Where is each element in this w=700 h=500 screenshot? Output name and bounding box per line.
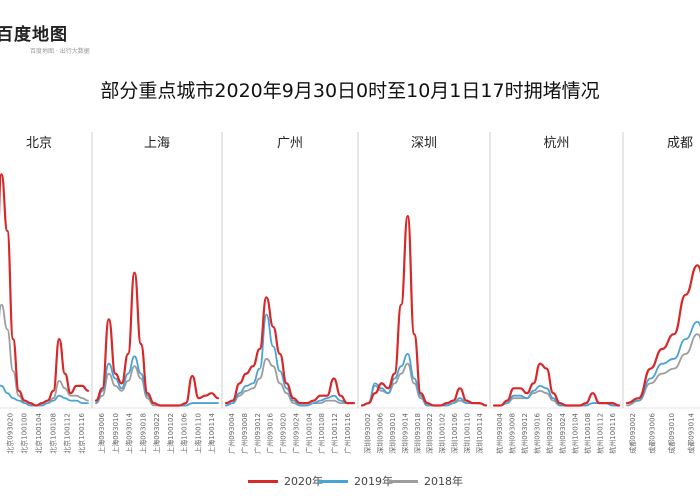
tick-label: 成都093014 [687, 412, 696, 453]
baidu-map-logo: 百度地图 百度地图 · 出行大数据 [0, 20, 116, 60]
tick-label: 深圳093002 [363, 413, 372, 454]
city-label: 杭州 [543, 136, 569, 151]
tick-label: 上海100114 [207, 412, 216, 453]
legend-item-2020年: 2020年 [248, 471, 323, 491]
tick-label: 杭州093024 [558, 412, 567, 453]
city-label: 北京 [26, 136, 52, 151]
tick-label: 杭州093004 [495, 412, 504, 453]
tick-label: 上海093010 [111, 413, 120, 454]
logo-text: 百度地图 [0, 25, 68, 45]
tick-label: 上海093006 [97, 412, 106, 453]
series-line-北京-2018年 [0, 303, 89, 407]
tick-label: 广州093004 [227, 412, 236, 453]
legend-label: 2019年 [354, 475, 393, 488]
tick-label: 上海100106 [180, 412, 189, 453]
tick-label: 广州100108 [317, 413, 326, 454]
tick-label: 广州093016 [266, 412, 275, 453]
tick-label: 广州093008 [240, 413, 249, 454]
tick-label: 上海093014 [125, 412, 134, 453]
chart-title: 部分重点城市2020年9月30日0时至10月1日17时拥堵情况 [100, 80, 600, 102]
tick-label: 上海100110 [193, 413, 202, 454]
tick-label: 深圳100114 [475, 412, 484, 453]
city-label: 成都 [667, 136, 693, 151]
tick-label: 广州093020 [279, 413, 288, 454]
series-line-广州-2018年 [225, 357, 355, 407]
tick-label: 深圳093010 [388, 413, 397, 454]
tick-label: 北京100100 [20, 413, 29, 454]
tick-label: 深圳093014 [400, 412, 409, 453]
tick-label: 杭州100112 [595, 413, 604, 454]
tick-label: 上海100102 [166, 413, 175, 454]
tick-label: 深圳093018 [413, 413, 422, 454]
tick-label: 深圳100106 [450, 412, 459, 453]
tick-label: 深圳100102 [438, 413, 447, 454]
tick-label: 杭州100116 [608, 412, 617, 453]
legend-label: 2018年 [424, 475, 463, 488]
tick-label: 杭州093016 [533, 412, 542, 453]
legend-label: 2020年 [284, 475, 323, 488]
chart-legend: 2020年 2019年 2018年 [0, 471, 700, 491]
tick-label: 北京100116 [77, 412, 86, 453]
tick-label: 广州100116 [343, 412, 352, 453]
legend-item-2018年: 2018年 [388, 471, 463, 491]
tick-label: 成都093006 [648, 412, 657, 453]
logo-tagline: 百度地图 · 出行大数据 [30, 48, 90, 55]
tick-label: 深圳093006 [375, 412, 384, 453]
tick-label: 广州100112 [330, 413, 339, 454]
series-line-深圳-2020年 [360, 215, 488, 407]
tick-label: 杭州093020 [545, 413, 554, 454]
tick-label: 北京093020 [5, 413, 14, 454]
series-line-广州-2020年 [224, 296, 356, 405]
tick-label: 成都093010 [667, 413, 676, 454]
tick-label: 北京100112 [63, 413, 72, 454]
city-label: 深圳 [411, 136, 437, 151]
city-label: 广州 [277, 136, 303, 151]
city-label: 上海 [144, 136, 170, 151]
tick-label: 深圳093022 [425, 413, 434, 454]
legend-swatch [388, 479, 418, 483]
series-line-成都-2020年 [625, 264, 700, 405]
series-line-杭州-2020年 [492, 362, 621, 407]
tick-label: 杭州093012 [520, 413, 529, 454]
series-line-上海-2020年 [94, 271, 220, 407]
tick-label: 杭州100104 [570, 412, 579, 453]
tick-label: 成都093002 [628, 413, 637, 454]
tick-label: 北京100104 [34, 412, 43, 453]
series-line-北京-2020年 [0, 173, 90, 407]
tick-label: 广州100104 [304, 412, 313, 453]
tick-label: 上海093022 [152, 413, 161, 454]
legend-item-2019年: 2019年 [318, 471, 393, 491]
series-line-成都-2018年 [626, 333, 700, 407]
tick-label: 上海093018 [138, 413, 147, 454]
tick-label: 北京100108 [48, 413, 57, 454]
tick-label: 杭州100108 [583, 413, 592, 454]
legend-swatch [248, 479, 278, 483]
tick-label: 广州093012 [253, 413, 262, 454]
legend-swatch [318, 479, 348, 483]
series-line-成都-2019年 [626, 321, 700, 404]
tick-label: 杭州093008 [508, 413, 517, 454]
tick-label: 广州093024 [291, 412, 300, 453]
tick-label: 深圳100110 [463, 413, 472, 454]
